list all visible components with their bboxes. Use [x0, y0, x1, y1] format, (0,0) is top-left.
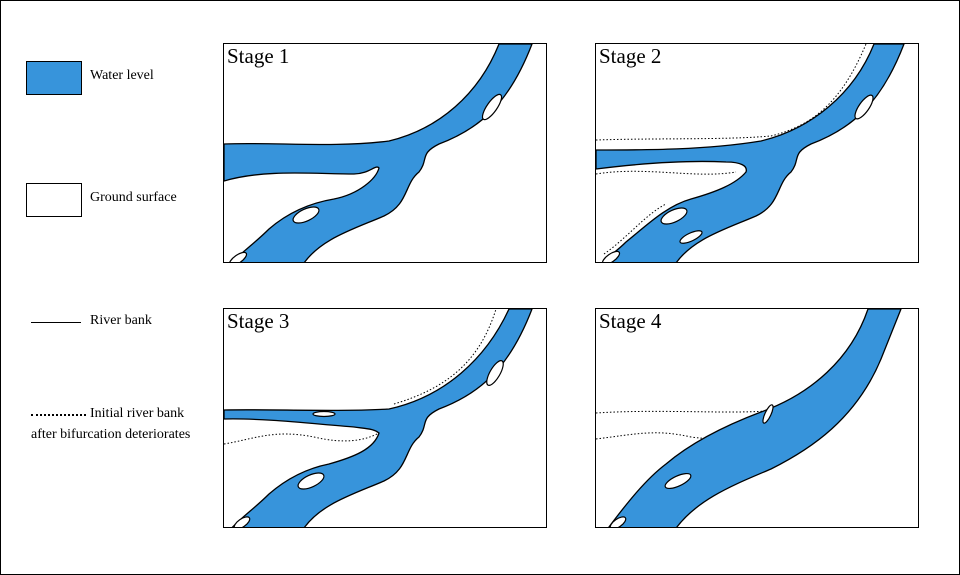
initial-bank-label: Initial river bank — [90, 406, 185, 421]
water-level-label: Water level — [90, 68, 154, 83]
initial-river-bank — [596, 170, 737, 175]
stage-1-panel: Stage 1 — [223, 43, 547, 263]
river-island — [660, 207, 688, 225]
initial-river-bank — [603, 203, 667, 255]
stage-1-map — [224, 44, 533, 262]
river-island — [762, 404, 774, 424]
water-level-swatch — [26, 61, 82, 95]
river-island — [297, 472, 325, 490]
initial-bank-label-2: after bifurcation deteriorates — [31, 427, 191, 442]
stage-3-title: Stage 3 — [227, 309, 290, 333]
river-island — [601, 250, 621, 262]
river-island — [312, 410, 336, 418]
stage-3-map — [224, 309, 533, 527]
stage-4-panel: Stage 4 — [595, 308, 919, 528]
stage-1-title: Stage 1 — [227, 44, 290, 68]
river-island — [679, 230, 703, 244]
stage-4-title: Stage 4 — [599, 309, 662, 333]
initial-river-bank — [224, 432, 380, 445]
river-water — [224, 309, 533, 527]
river-water — [596, 44, 905, 262]
stage-2-map — [596, 44, 905, 262]
ground-surface-swatch — [26, 183, 82, 217]
ground-surface-label: Ground surface — [90, 190, 177, 205]
river-bank-line — [31, 322, 81, 323]
initial-river-bank — [596, 44, 867, 141]
river-island — [481, 93, 503, 121]
stage-3-panel: Stage 3 — [223, 308, 547, 528]
initial-river-bank — [393, 309, 497, 405]
river-island — [292, 206, 320, 224]
initial-bank-line — [31, 414, 86, 416]
river-island — [664, 472, 692, 490]
stage-2-panel: Stage 2 — [595, 43, 919, 263]
river-island — [233, 516, 251, 527]
stage-2-title: Stage 2 — [599, 44, 662, 68]
stage-4-map — [596, 309, 902, 527]
river-water — [224, 44, 533, 262]
river-bank-label: River bank — [90, 313, 152, 328]
river-island — [609, 516, 627, 527]
river-water — [608, 309, 902, 527]
initial-river-bank — [596, 410, 767, 414]
river-island — [228, 251, 248, 262]
initial-river-bank — [596, 418, 757, 440]
river-island — [486, 360, 504, 386]
river-island — [854, 94, 874, 120]
